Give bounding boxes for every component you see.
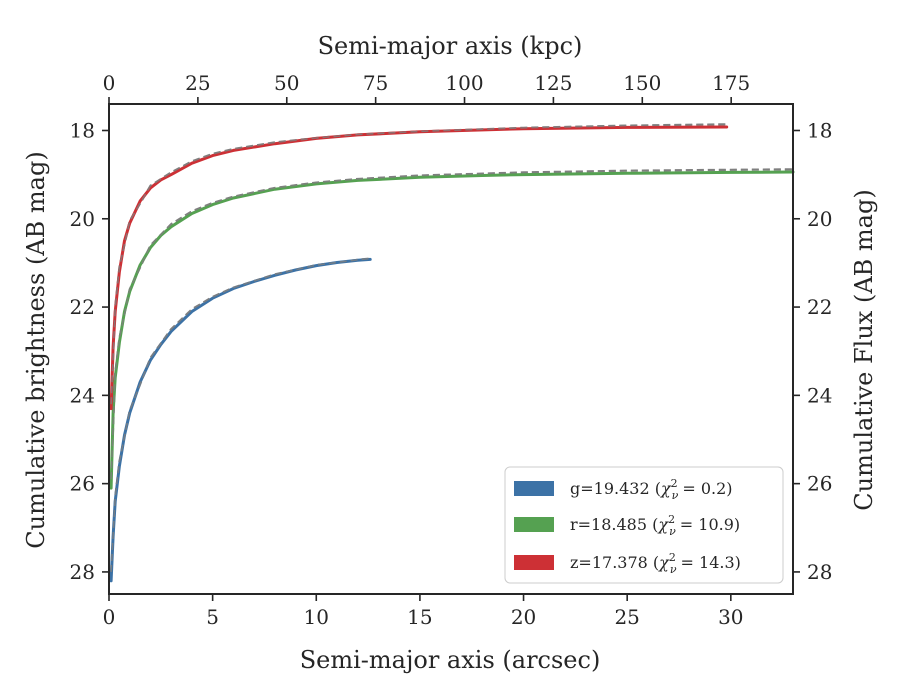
series-line-z bbox=[109, 125, 729, 411]
top-x-tick-label: 100 bbox=[445, 71, 483, 95]
x-tick-label: 5 bbox=[206, 605, 219, 629]
legend-swatch-g bbox=[514, 481, 554, 496]
y-tick-label: 26 bbox=[70, 472, 95, 496]
right-y-tick-label: 20 bbox=[807, 207, 832, 231]
top-x-axis-title: Semi-major axis (kpc) bbox=[318, 32, 583, 60]
x-tick-label: 0 bbox=[103, 605, 116, 629]
top-x-tick-label: 150 bbox=[623, 71, 661, 95]
y-tick-label: 18 bbox=[70, 118, 95, 142]
top-x-tick-label: 75 bbox=[363, 71, 388, 95]
y-axis-title: Cumulative brightness (AB mag) bbox=[22, 151, 50, 548]
legend-frame bbox=[504, 466, 784, 584]
x-axis-title: Semi-major axis (arcsec) bbox=[300, 646, 601, 674]
top-x-tick-label: 50 bbox=[274, 71, 299, 95]
right-y-tick-label: 26 bbox=[807, 472, 832, 496]
series-line-r bbox=[109, 170, 795, 490]
fit-curve-r bbox=[110, 168, 794, 480]
legend-swatch-z bbox=[514, 555, 554, 570]
fit-curve-g bbox=[110, 257, 371, 572]
x-tick-label: 30 bbox=[718, 605, 743, 629]
legend-label-g: g=19.432 (χ2 ν = 0.2) bbox=[570, 477, 733, 502]
fit-curve-overlay-r bbox=[110, 168, 794, 480]
top-x-tick-label: 25 bbox=[185, 71, 210, 95]
plot-frame bbox=[108, 103, 794, 595]
legend: g=19.432 (χ2 ν = 0.2) r=18.485 (χ2 ν = 10.9) z… bbox=[504, 466, 784, 584]
x-tick-label: 20 bbox=[511, 605, 536, 629]
right-y-tick-label: 28 bbox=[807, 560, 832, 584]
right-y-tick-label: 24 bbox=[807, 383, 832, 407]
y-tick-label: 24 bbox=[70, 383, 95, 407]
data-series bbox=[109, 123, 795, 583]
y-tick-label: 20 bbox=[70, 207, 95, 231]
legend-label-z: z=17.378 (χ2 ν = 14.3) bbox=[570, 551, 741, 576]
fit-curve-overlay-z bbox=[110, 123, 727, 405]
fit-curve-z bbox=[110, 123, 727, 405]
y-tick-label: 28 bbox=[70, 560, 95, 584]
y-tick-label: 22 bbox=[70, 295, 95, 319]
x-tick-label: 15 bbox=[407, 605, 432, 629]
x-tick-label: 10 bbox=[304, 605, 329, 629]
right-y-tick-label: 18 bbox=[807, 118, 832, 142]
axes: 0 5 10 15 20 25 30 0 25 50 75 100 125 150 175 18 18 20 20 2… bbox=[70, 71, 833, 629]
series-line-g bbox=[109, 257, 372, 583]
right-y-axis-title: Cumulative Flux (AB mag) bbox=[850, 189, 878, 510]
legend-label-r: r=18.485 (χ2 ν = 10.9) bbox=[570, 513, 740, 538]
top-x-tick-label: 0 bbox=[103, 71, 116, 95]
fit-curve-overlay-g bbox=[110, 257, 371, 572]
right-y-tick-label: 22 bbox=[807, 295, 832, 319]
top-x-tick-label: 125 bbox=[534, 71, 572, 95]
top-x-tick-label: 175 bbox=[712, 71, 750, 95]
legend-swatch-r bbox=[514, 517, 554, 532]
x-tick-label: 25 bbox=[614, 605, 639, 629]
